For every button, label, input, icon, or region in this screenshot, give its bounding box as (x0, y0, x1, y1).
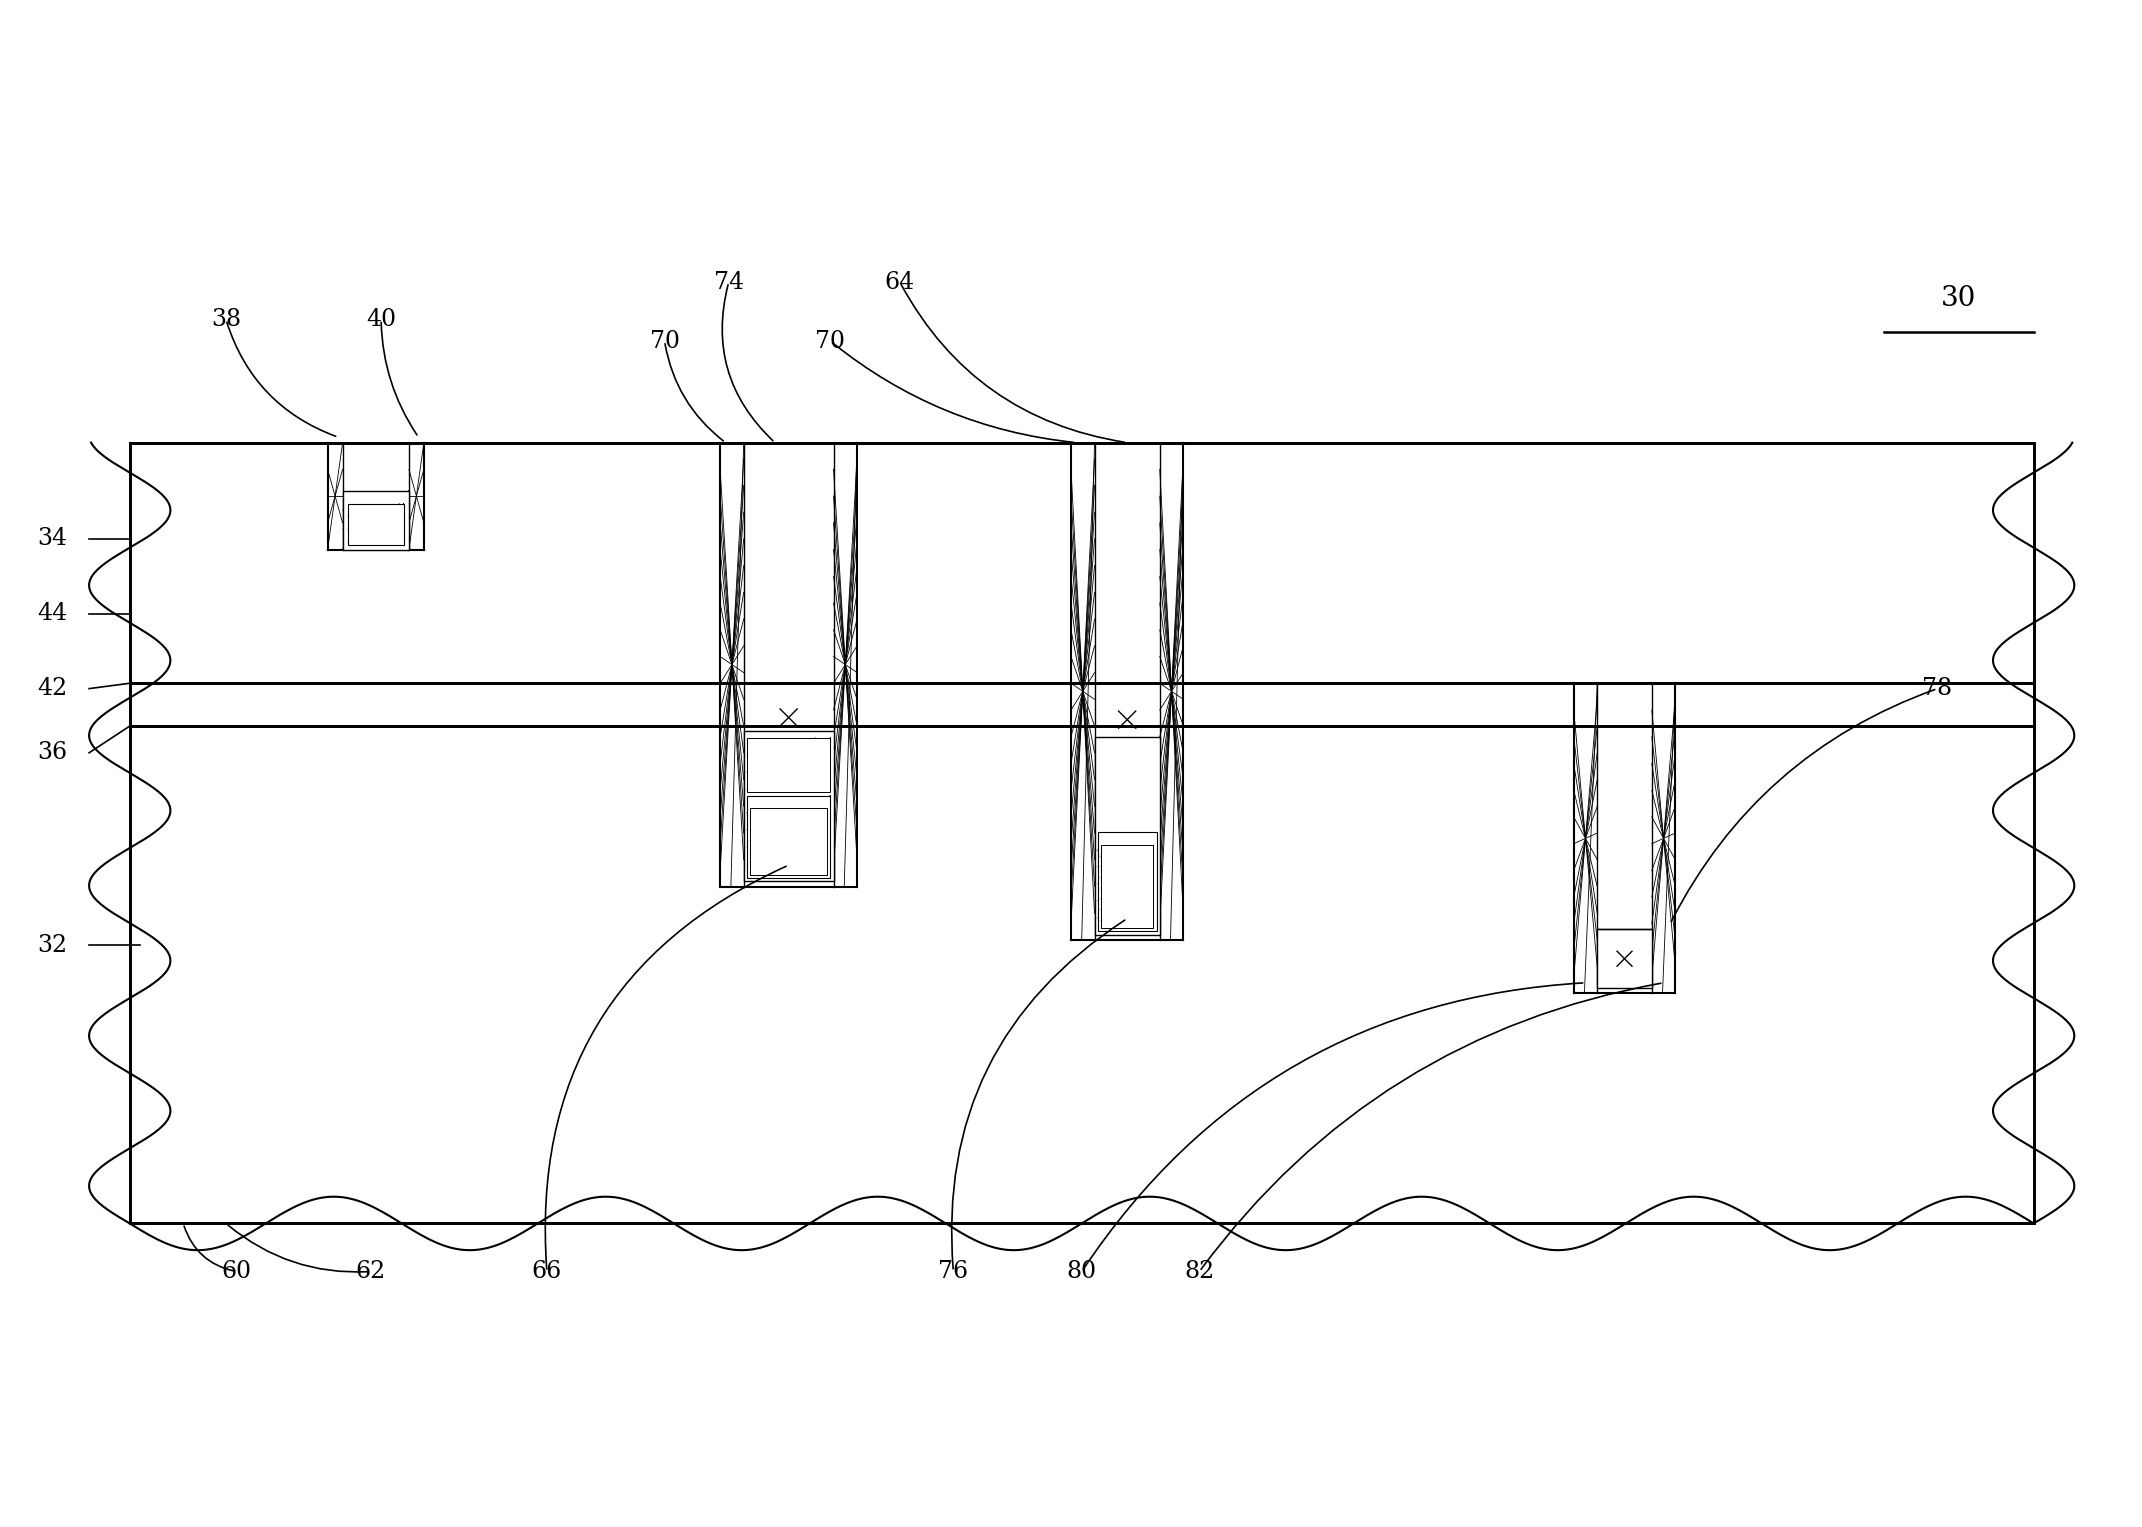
Bar (748, 738, 831, 793)
Bar (750, 808, 827, 875)
Text: 34: 34 (39, 527, 69, 550)
Text: 64: 64 (885, 270, 915, 293)
Bar (347, 504, 403, 545)
Text: 30: 30 (1941, 284, 1977, 312)
Bar (131, 725, 2033, 1223)
Bar (748, 796, 831, 878)
Text: 62: 62 (356, 1260, 386, 1283)
Text: 66: 66 (531, 1260, 561, 1283)
Text: 78: 78 (1921, 676, 1954, 699)
Text: 42: 42 (39, 676, 69, 699)
Text: 70: 70 (649, 330, 679, 353)
Bar (743, 731, 833, 881)
Bar (1097, 832, 1157, 931)
Text: 60: 60 (221, 1260, 253, 1283)
Text: 74: 74 (713, 270, 743, 293)
Bar (328, 443, 424, 550)
Bar (1071, 443, 1182, 941)
Text: 82: 82 (1185, 1260, 1215, 1283)
Bar (1598, 930, 1651, 988)
Text: 76: 76 (938, 1260, 968, 1283)
Bar (131, 443, 2033, 683)
Bar (1574, 683, 1675, 994)
Text: 80: 80 (1067, 1260, 1097, 1283)
Bar (131, 443, 2033, 1223)
Bar (343, 490, 409, 550)
Bar (1095, 736, 1159, 935)
Text: 38: 38 (210, 308, 242, 331)
Text: 32: 32 (39, 935, 69, 957)
Bar (720, 443, 857, 887)
Text: 36: 36 (39, 741, 69, 765)
Bar (1101, 846, 1152, 928)
Text: 44: 44 (39, 602, 69, 625)
Text: 70: 70 (816, 330, 846, 353)
Bar (131, 683, 2033, 725)
Text: 40: 40 (366, 308, 396, 331)
